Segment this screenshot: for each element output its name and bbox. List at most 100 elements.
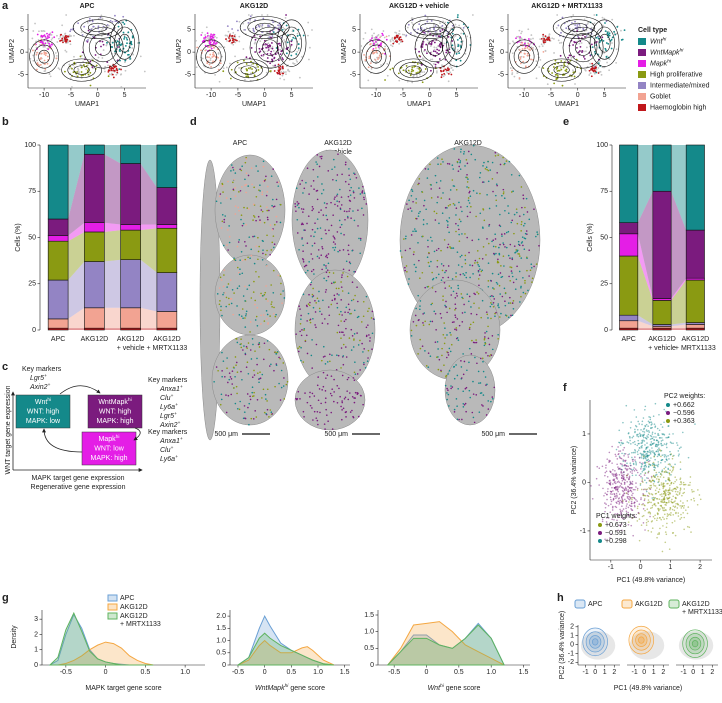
umap-cell (375, 51, 378, 54)
pca-cell (609, 537, 611, 539)
marker: Ly6a+ (160, 403, 178, 411)
pca-cell (666, 459, 668, 462)
umap-cell (307, 21, 310, 24)
pca-cell (654, 453, 656, 456)
pca-cell (614, 470, 616, 472)
tissue-cell (487, 169, 490, 172)
umap-cell (544, 39, 547, 42)
umap-cell (542, 67, 545, 70)
tissue-cell (219, 300, 221, 302)
tissue-cell (513, 213, 516, 216)
umap-cell (518, 77, 521, 79)
pca-cell (656, 512, 659, 514)
tissue-cell (347, 195, 350, 198)
umap-cell (37, 39, 40, 41)
tissue-cell (462, 353, 464, 355)
tissue-cell (441, 212, 444, 215)
pca-cell (672, 495, 674, 498)
tissue-cell (338, 294, 340, 296)
pca-cell (643, 454, 646, 456)
umap-cell (76, 75, 79, 78)
umap-cell (420, 27, 423, 29)
legend-label-main: Goblet (650, 93, 671, 100)
marker: Lgr5+ (160, 412, 177, 420)
umap-cell (86, 21, 89, 24)
umap-cell (277, 24, 279, 27)
tissue-cell (258, 342, 261, 344)
tissue-cell (339, 207, 342, 210)
umap-cell (556, 70, 559, 72)
umap-cell (402, 69, 405, 72)
pca-cell (616, 496, 618, 498)
tissue-cell (533, 208, 535, 210)
umap-cell (243, 59, 245, 62)
tissue-cell (268, 365, 271, 367)
pca-cell (607, 504, 610, 507)
tissue-cell (239, 168, 241, 171)
tissue-cell (486, 238, 488, 240)
pca-cell (616, 458, 619, 460)
pca-cell (653, 423, 656, 425)
tissue-cell (241, 186, 243, 188)
tissue-cell (342, 268, 345, 271)
tissue-cell (247, 406, 249, 409)
tissue-cell (215, 366, 218, 368)
tissue-cell (431, 271, 433, 274)
pca-cell (637, 449, 640, 451)
tissue-cell (263, 180, 266, 182)
tissue-cell (460, 360, 462, 362)
tissue-cell (465, 410, 467, 413)
tissue-cell (266, 216, 269, 219)
umap-cell (279, 65, 282, 68)
tissue-cell (469, 323, 472, 326)
tissue-cell (282, 290, 284, 292)
tissue-cell (362, 300, 365, 303)
tissue-cell (472, 144, 475, 147)
tissue-cell (522, 197, 525, 200)
legend-title: Cell type (638, 27, 667, 34)
tissue-cell (325, 214, 328, 217)
tissue-cell (461, 296, 463, 299)
tissue-cell (449, 203, 452, 206)
pca-cell (632, 492, 634, 495)
pca-cell (610, 533, 613, 535)
umap-cell (398, 42, 401, 45)
tissue-cell (486, 193, 488, 196)
legend-swatch (638, 82, 646, 89)
tissue-cell (232, 166, 234, 169)
umap-cell (385, 38, 388, 41)
tissue-cell (450, 387, 452, 390)
tissue-cell (491, 335, 494, 337)
pca-cell (662, 516, 664, 519)
tissue-cell (250, 167, 253, 169)
pca-cell (649, 453, 652, 455)
tissue-cell (277, 274, 280, 277)
pca-cell (649, 484, 651, 487)
pca-cell (644, 456, 647, 459)
pca-cell (643, 436, 645, 439)
umap-cell (40, 29, 43, 32)
umap-cell (44, 63, 46, 65)
tissue-cell (446, 246, 449, 249)
umap-cell (44, 54, 47, 57)
tissue-cell (498, 284, 501, 287)
tissue-cell (340, 310, 342, 313)
flow-band (671, 328, 687, 330)
tissue-cell (410, 194, 413, 197)
tissue-cell (338, 313, 341, 316)
tissue-cell (330, 303, 333, 306)
tissue-cell (327, 275, 330, 278)
tissue-cell (235, 385, 238, 388)
tissue-cell (225, 296, 228, 299)
tissue-cell (306, 167, 309, 170)
umap-cell (517, 35, 520, 38)
pca-cell (617, 529, 620, 532)
pca-cell (652, 461, 655, 464)
tissue-cell (248, 208, 250, 210)
pca-cell (635, 486, 637, 488)
umap-cell (439, 45, 442, 48)
pca-cell (635, 462, 637, 464)
tissue-cell (312, 287, 314, 290)
umap-cell (83, 25, 86, 28)
tissue-cell (399, 250, 402, 252)
